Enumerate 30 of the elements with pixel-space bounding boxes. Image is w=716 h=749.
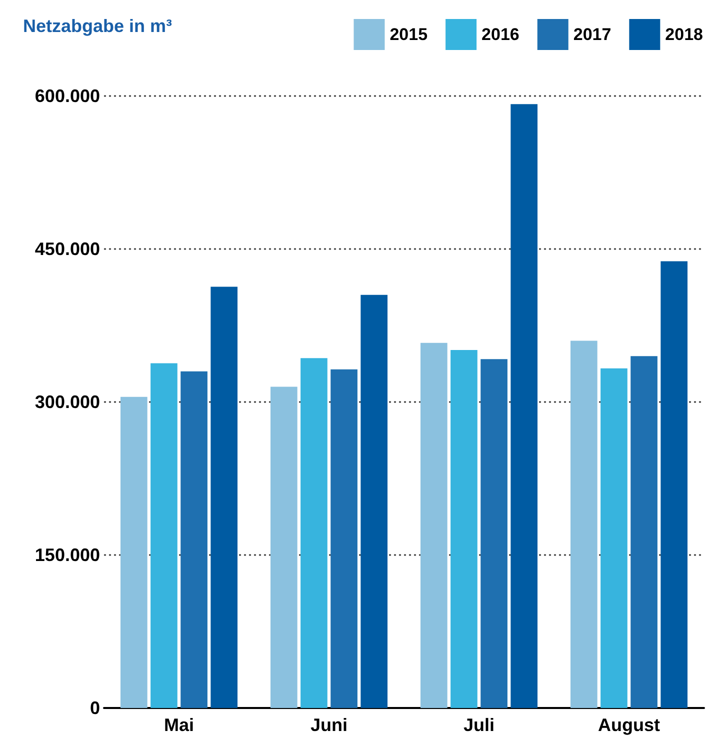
bar	[630, 356, 658, 708]
x-tick-label: Juni	[310, 715, 348, 735]
bar	[450, 350, 478, 708]
y-tick-label: 450.000	[34, 239, 100, 259]
x-tick-label: August	[598, 715, 660, 735]
bar	[360, 294, 388, 708]
bar	[180, 371, 208, 708]
y-tick-label: 150.000	[34, 545, 100, 565]
bar	[510, 104, 538, 708]
x-tick-label: Mai	[164, 715, 194, 735]
bar	[330, 369, 358, 708]
x-tick-label: Juli	[463, 715, 495, 735]
bar	[270, 386, 298, 708]
bar	[210, 286, 238, 708]
bar	[600, 368, 628, 708]
legend-label: 2016	[482, 25, 520, 44]
y-tick-label: 300.000	[34, 392, 100, 412]
bar	[420, 342, 448, 708]
bar	[150, 363, 178, 708]
bar	[120, 396, 148, 708]
y-tick-label: 0	[90, 698, 100, 718]
bar	[300, 358, 328, 708]
legend-label: 2017	[573, 25, 612, 44]
bar	[480, 359, 508, 708]
chart-title: Netzabgabe in m³	[23, 16, 172, 36]
legend-label: 2015	[390, 25, 428, 44]
bar	[570, 340, 598, 708]
bar	[660, 261, 688, 708]
legend-label: 2018	[665, 25, 704, 44]
y-tick-label: 600.000	[34, 86, 100, 106]
